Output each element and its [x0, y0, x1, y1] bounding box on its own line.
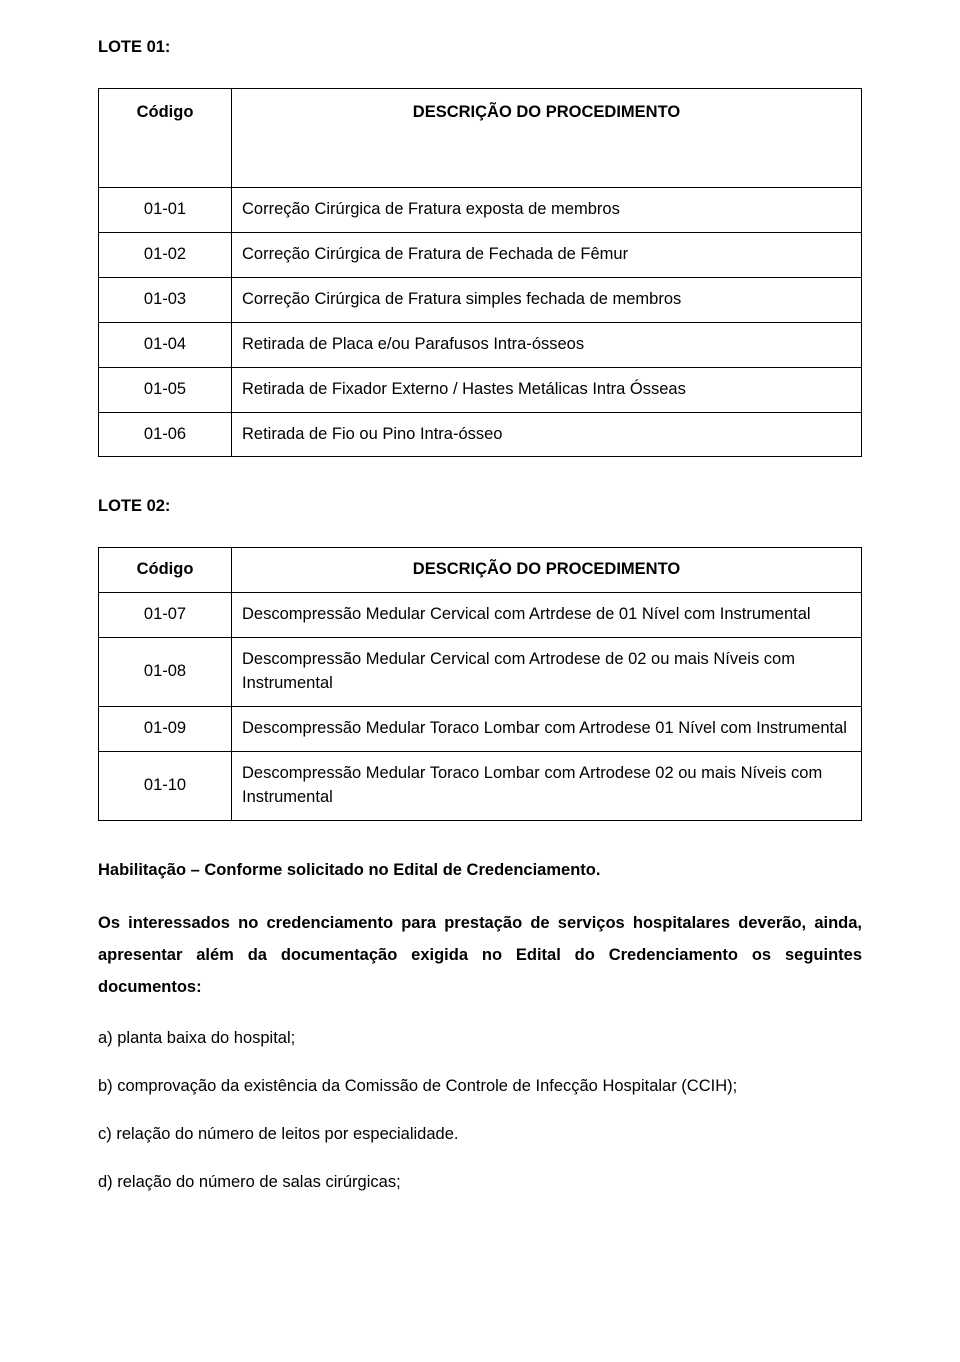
table-header-row: Código DESCRIÇÃO DO PROCEDIMENTO: [99, 88, 862, 187]
cell-desc: Descompressão Medular Toraco Lombar com …: [232, 751, 862, 820]
cell-desc: Descompressão Medular Cervical com Artrd…: [232, 593, 862, 638]
col-header-code: Código: [99, 548, 232, 593]
cell-code: 01-08: [99, 638, 232, 707]
lote02-heading: LOTE 02:: [98, 495, 862, 519]
cell-desc: Correção Cirúrgica de Fratura exposta de…: [232, 187, 862, 232]
item-b: b) comprovação da existência da Comissão…: [98, 1075, 862, 1099]
item-a: a) planta baixa do hospital;: [98, 1027, 862, 1051]
intro-paragraph: Os interessados no credenciamento para p…: [98, 907, 862, 1004]
cell-desc: Retirada de Fixador Externo / Hastes Met…: [232, 367, 862, 412]
cell-code: 01-05: [99, 367, 232, 412]
habilitation-line: Habilitação – Conforme solicitado no Edi…: [98, 859, 862, 883]
cell-code: 01-03: [99, 277, 232, 322]
table-row: 01-03 Correção Cirúrgica de Fratura simp…: [99, 277, 862, 322]
table-row: 01-09 Descompressão Medular Toraco Lomba…: [99, 707, 862, 752]
table-row: 01-01 Correção Cirúrgica de Fratura expo…: [99, 187, 862, 232]
table-row: 01-04 Retirada de Placa e/ou Parafusos I…: [99, 322, 862, 367]
table-lote02: Código DESCRIÇÃO DO PROCEDIMENTO 01-07 D…: [98, 547, 862, 820]
cell-code: 01-01: [99, 187, 232, 232]
table-row: 01-08 Descompressão Medular Cervical com…: [99, 638, 862, 707]
cell-code: 01-06: [99, 412, 232, 457]
table-row: 01-02 Correção Cirúrgica de Fratura de F…: [99, 232, 862, 277]
cell-code: 01-07: [99, 593, 232, 638]
table-row: 01-06 Retirada de Fio ou Pino Intra-ósse…: [99, 412, 862, 457]
col-header-code: Código: [99, 88, 232, 187]
cell-desc: Descompressão Medular Cervical com Artro…: [232, 638, 862, 707]
table-row: 01-07 Descompressão Medular Cervical com…: [99, 593, 862, 638]
cell-code: 01-04: [99, 322, 232, 367]
cell-desc: Correção Cirúrgica de Fratura de Fechada…: [232, 232, 862, 277]
lote01-heading: LOTE 01:: [98, 36, 862, 60]
table-row: 01-05 Retirada de Fixador Externo / Hast…: [99, 367, 862, 412]
item-c: c) relação do número de leitos por espec…: [98, 1123, 862, 1147]
table-row: 01-10 Descompressão Medular Toraco Lomba…: [99, 751, 862, 820]
cell-desc: Retirada de Placa e/ou Parafusos Intra-ó…: [232, 322, 862, 367]
cell-desc: Descompressão Medular Toraco Lombar com …: [232, 707, 862, 752]
item-d: d) relação do número de salas cirúrgicas…: [98, 1171, 862, 1195]
cell-code: 01-09: [99, 707, 232, 752]
cell-desc: Correção Cirúrgica de Fratura simples fe…: [232, 277, 862, 322]
cell-desc: Retirada de Fio ou Pino Intra-ósseo: [232, 412, 862, 457]
cell-code: 01-02: [99, 232, 232, 277]
table-lote01: Código DESCRIÇÃO DO PROCEDIMENTO 01-01 C…: [98, 88, 862, 458]
col-header-desc: DESCRIÇÃO DO PROCEDIMENTO: [232, 88, 862, 187]
cell-code: 01-10: [99, 751, 232, 820]
table-header-row: Código DESCRIÇÃO DO PROCEDIMENTO: [99, 548, 862, 593]
col-header-desc: DESCRIÇÃO DO PROCEDIMENTO: [232, 548, 862, 593]
